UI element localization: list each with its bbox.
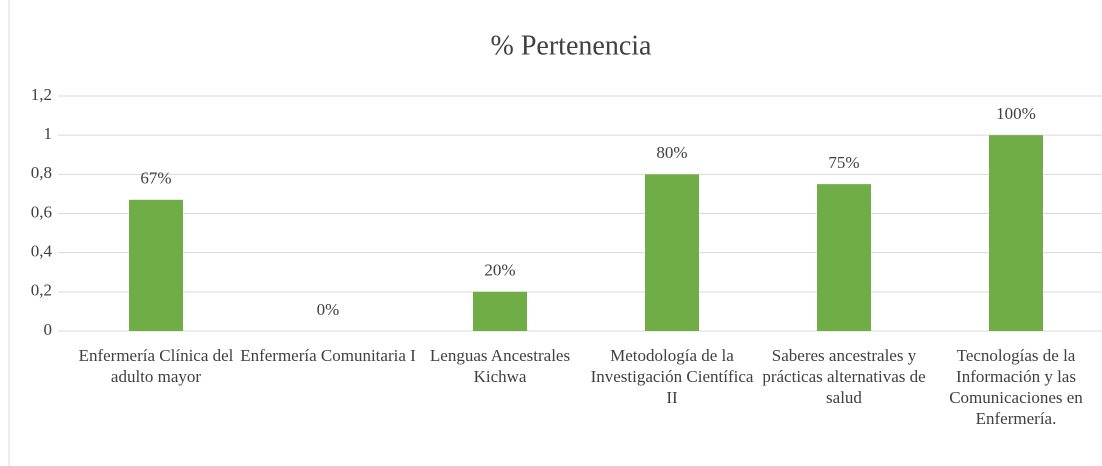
x-tick-label: Enfermería Clínica del adulto mayor	[78, 346, 234, 386]
value-label: 67%	[140, 169, 171, 188]
y-tick-label: 1,2	[31, 85, 52, 104]
bar	[473, 291, 527, 331]
value-label: 0%	[317, 300, 340, 319]
y-tick-label: 0,4	[31, 242, 53, 261]
y-tick-label: 0	[44, 320, 53, 339]
value-label: 80%	[656, 143, 687, 162]
x-tick-label: Tecnologías de la Información y las Comu…	[949, 346, 1083, 428]
bar	[989, 135, 1043, 331]
y-tick-label: 0,2	[31, 281, 52, 300]
chart-title: % Pertenencia	[491, 30, 652, 61]
value-label: 75%	[828, 153, 859, 172]
bar	[817, 184, 871, 331]
x-tick-label: Enfermería Comunitaria I	[240, 346, 416, 365]
y-tick-label: 0,6	[31, 202, 52, 221]
x-tick-label: Saberes ancestrales y prácticas alternat…	[762, 346, 926, 407]
y-tick-label: 0,8	[31, 163, 52, 182]
y-tick-label: 1	[44, 124, 53, 143]
x-tick-label: Metodología de la Investigación Científi…	[590, 346, 754, 407]
value-label: 100%	[996, 104, 1036, 123]
x-tick-label: Lenguas Ancestrales Kichwa	[429, 346, 571, 386]
bar	[645, 174, 699, 331]
value-label: 20%	[484, 261, 515, 280]
bar	[129, 199, 183, 331]
